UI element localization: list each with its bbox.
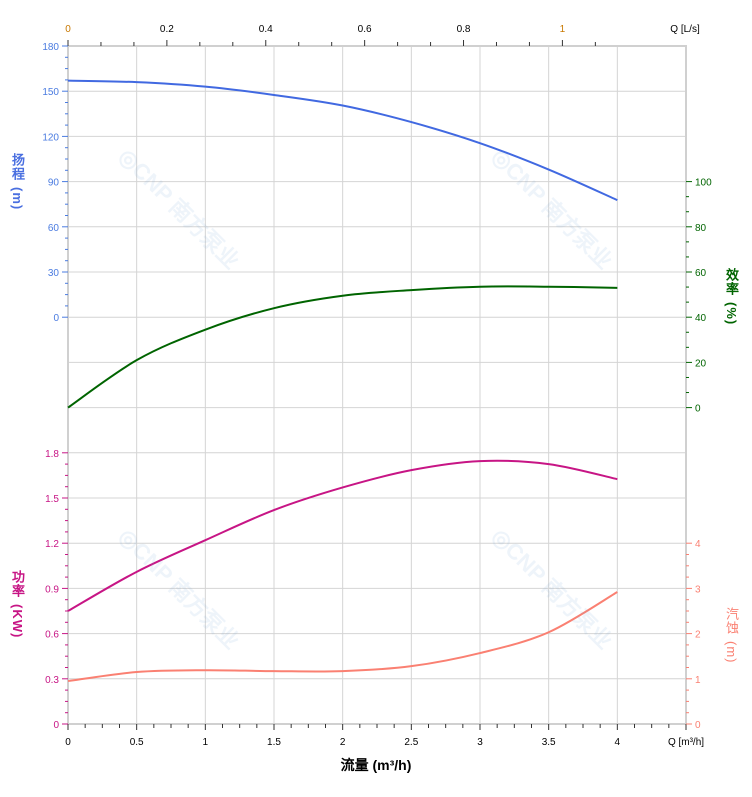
efficiency-title-unit: (%)	[724, 302, 739, 326]
efficiency-curve	[67, 285, 618, 409]
npsh-title-char: 汽	[724, 607, 739, 621]
power-curve	[67, 459, 618, 612]
top-tick-label: 0.8	[457, 24, 471, 35]
x-tick-label: 0	[65, 737, 71, 748]
power-title-char: 功	[10, 570, 25, 584]
efficiency-tick-label: 40	[695, 313, 707, 324]
npsh-curve	[67, 591, 618, 683]
top-unit-label: Q [L/s]	[670, 24, 700, 35]
x-unit-label: Q [m³/h]	[668, 737, 704, 748]
power-tick-label: 0	[53, 720, 59, 731]
x-tick-label: 1	[203, 737, 209, 748]
efficiency-tick-label: 80	[695, 223, 707, 234]
head-tick-label: 150	[42, 87, 59, 98]
head-tick-label: 30	[48, 268, 60, 279]
power-tick-label: 1.8	[45, 449, 59, 460]
efficiency-tick-label: 100	[695, 178, 712, 189]
npsh-title-char: 蚀	[724, 621, 739, 635]
efficiency-tick-label: 0	[695, 404, 701, 415]
npsh-tick-label: 4	[695, 539, 701, 550]
npsh-tick-label: 2	[695, 630, 701, 641]
top-tick-label: 0.4	[259, 24, 273, 35]
x-tick-label: 4	[615, 737, 621, 748]
top-tick-label: 0.2	[160, 24, 174, 35]
power-tick-label: 1.5	[45, 494, 59, 505]
power-title-unit: (KW)	[10, 604, 25, 639]
head-tick-label: 90	[48, 178, 60, 189]
npsh-axis-title: 汽蚀 (m)	[724, 607, 739, 664]
head-title-char: 扬	[10, 153, 25, 167]
power-tick-label: 0.6	[45, 630, 59, 641]
npsh-tick-label: 0	[695, 720, 701, 731]
efficiency-axis-title: 效率 (%)	[724, 268, 739, 326]
x-tick-label: 0.5	[130, 737, 144, 748]
head-tick-label: 180	[42, 42, 59, 53]
head-tick-label: 120	[42, 132, 59, 143]
power-tick-label: 0.9	[45, 584, 59, 595]
power-title-char: 率	[10, 584, 25, 598]
x-tick-label: 3.5	[542, 737, 556, 748]
top-tick-label: 0.6	[358, 24, 372, 35]
head-curve	[67, 79, 618, 202]
x-tick-label: 2.5	[404, 737, 418, 748]
top-tick-label: 1	[560, 24, 566, 35]
npsh-tick-label: 1	[695, 675, 701, 686]
power-tick-label: 0.3	[45, 675, 59, 686]
power-axis-title: 功率 (KW)	[10, 570, 25, 639]
npsh-tick-label: 3	[695, 584, 701, 595]
efficiency-tick-label: 20	[695, 358, 707, 369]
power-tick-label: 1.2	[45, 539, 59, 550]
efficiency-title-char: 率	[724, 282, 739, 296]
x-tick-label: 1.5	[267, 737, 281, 748]
head-axis-title: 扬程 (m)	[10, 153, 25, 211]
head-tick-label: 60	[48, 223, 60, 234]
top-tick-label: 0	[65, 24, 71, 35]
x-tick-label: 3	[477, 737, 483, 748]
x-axis-title: 流量 (m³/h)	[340, 757, 412, 773]
efficiency-tick-label: 60	[695, 268, 707, 279]
head-title-unit: (m)	[10, 187, 25, 211]
npsh-title-unit: (m)	[724, 641, 739, 664]
head-title-char: 程	[10, 167, 25, 181]
head-tick-label: 0	[53, 313, 59, 324]
efficiency-title-char: 效	[724, 268, 739, 282]
x-tick-label: 2	[340, 737, 346, 748]
